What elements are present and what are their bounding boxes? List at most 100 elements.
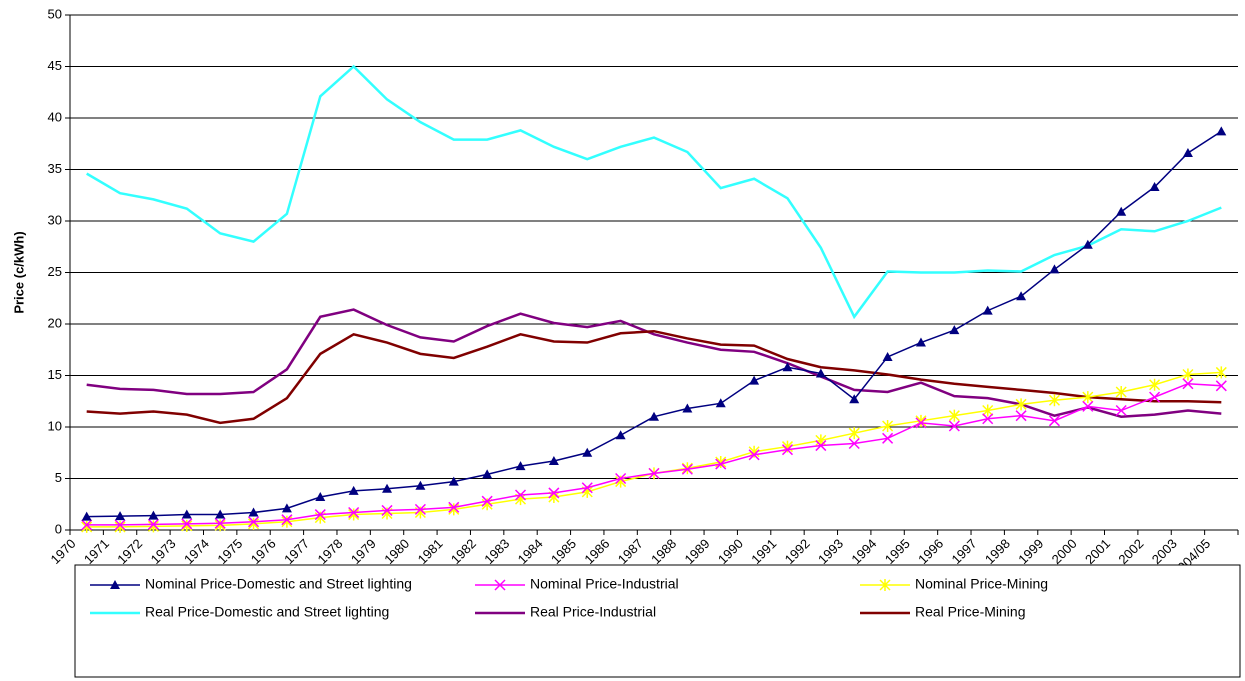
x-tick-label: 1998 (982, 536, 1013, 567)
x-tick-label: 1992 (782, 536, 813, 567)
series-marker (181, 518, 193, 530)
series-marker (1182, 368, 1194, 381)
series-marker (815, 434, 827, 447)
series-marker (115, 511, 126, 521)
y-tick-label: 40 (48, 109, 62, 124)
x-tick-label: 1999 (1015, 536, 1046, 567)
series-marker (649, 411, 659, 421)
x-tick-label: 1970 (47, 536, 78, 567)
series-line (86, 329, 1222, 425)
x-tick-label: 1977 (281, 536, 312, 567)
x-tick-label: 1996 (915, 536, 946, 567)
y-tick-label: 30 (48, 212, 62, 227)
series-line (86, 64, 1222, 320)
legend-label: Nominal Price-Domestic and Street lighti… (145, 576, 412, 592)
series-marker (515, 461, 526, 471)
series-marker (715, 458, 727, 470)
series-marker (248, 517, 260, 530)
series-marker (1115, 385, 1127, 398)
series-marker (548, 455, 559, 465)
series-marker (715, 398, 726, 408)
series-marker (315, 492, 326, 502)
y-tick-label: 35 (48, 161, 62, 176)
series-marker (1115, 404, 1127, 417)
series-marker (114, 520, 126, 533)
series-marker (681, 463, 693, 475)
series-marker (1015, 410, 1027, 422)
series-marker (382, 483, 393, 493)
series-marker (915, 417, 927, 429)
series-marker (114, 519, 126, 531)
legend-label: Nominal Price-Mining (915, 576, 1048, 592)
legend-marker (110, 580, 120, 589)
series-marker (214, 517, 226, 529)
y-tick-label: 25 (48, 264, 62, 279)
series-marker (1116, 206, 1127, 216)
series-marker (1082, 239, 1093, 249)
x-tick-label: 1997 (949, 536, 980, 567)
series-marker (982, 305, 993, 315)
x-tick-label: 1986 (581, 536, 612, 567)
x-tick-label: 1991 (748, 536, 779, 567)
y-tick-label: 15 (48, 367, 62, 382)
series-marker (448, 476, 459, 486)
series-marker (147, 520, 159, 533)
x-tick-label: 1994 (848, 536, 879, 567)
x-tick-label: 1978 (314, 536, 345, 567)
series-marker (648, 467, 660, 479)
series-line (86, 371, 1222, 528)
series-marker (581, 482, 593, 494)
x-tick-label: 2002 (1115, 536, 1146, 567)
series-marker (281, 514, 293, 526)
series-marker (1048, 394, 1060, 407)
series-marker (147, 518, 159, 530)
y-tick-label: 5 (55, 470, 62, 485)
x-tick-label: 2001 (1082, 536, 1113, 567)
series-marker (348, 508, 360, 521)
x-tick-label: 1995 (882, 536, 913, 567)
series-marker (848, 427, 860, 440)
x-tick-label: 1979 (348, 536, 379, 567)
series-marker (548, 487, 560, 499)
series-marker (849, 394, 860, 404)
legend-box (74, 564, 1241, 678)
series-line (86, 308, 1222, 418)
series-marker (348, 485, 359, 495)
x-tick-label: 1988 (648, 536, 679, 567)
x-tick-label: 1984 (515, 536, 546, 567)
series-marker (414, 503, 426, 515)
series-marker (782, 362, 793, 372)
series-marker (514, 489, 527, 501)
series-marker (848, 437, 860, 450)
series-marker (181, 509, 192, 519)
series-marker (915, 337, 926, 347)
series-marker (682, 403, 693, 413)
series-marker (415, 480, 426, 490)
series-marker (815, 368, 826, 378)
series-marker (1082, 391, 1094, 404)
series-marker (1182, 148, 1193, 158)
series-marker (1048, 415, 1060, 427)
x-tick-label: 2000 (1049, 536, 1080, 567)
x-tick-label: 1989 (682, 536, 713, 567)
y-tick-label: 45 (48, 58, 62, 73)
series-marker (314, 509, 326, 521)
series-marker (781, 444, 794, 456)
series-marker (1016, 291, 1027, 301)
series-marker (1149, 182, 1160, 192)
x-tick-label: 1993 (815, 536, 846, 567)
series-marker (482, 469, 493, 479)
legend-marker (494, 579, 506, 591)
series-marker (1049, 264, 1060, 274)
series-marker (748, 449, 760, 461)
series-marker (248, 507, 259, 517)
series-marker (882, 419, 894, 432)
series-marker (81, 511, 92, 521)
series-marker (1149, 391, 1161, 403)
y-axis-label: Price (c/kWh) (11, 231, 26, 313)
series-marker (982, 413, 994, 425)
series-line (86, 382, 1222, 526)
x-tick-label: 1981 (415, 536, 446, 567)
legend-label: Real Price-Mining (915, 604, 1025, 620)
